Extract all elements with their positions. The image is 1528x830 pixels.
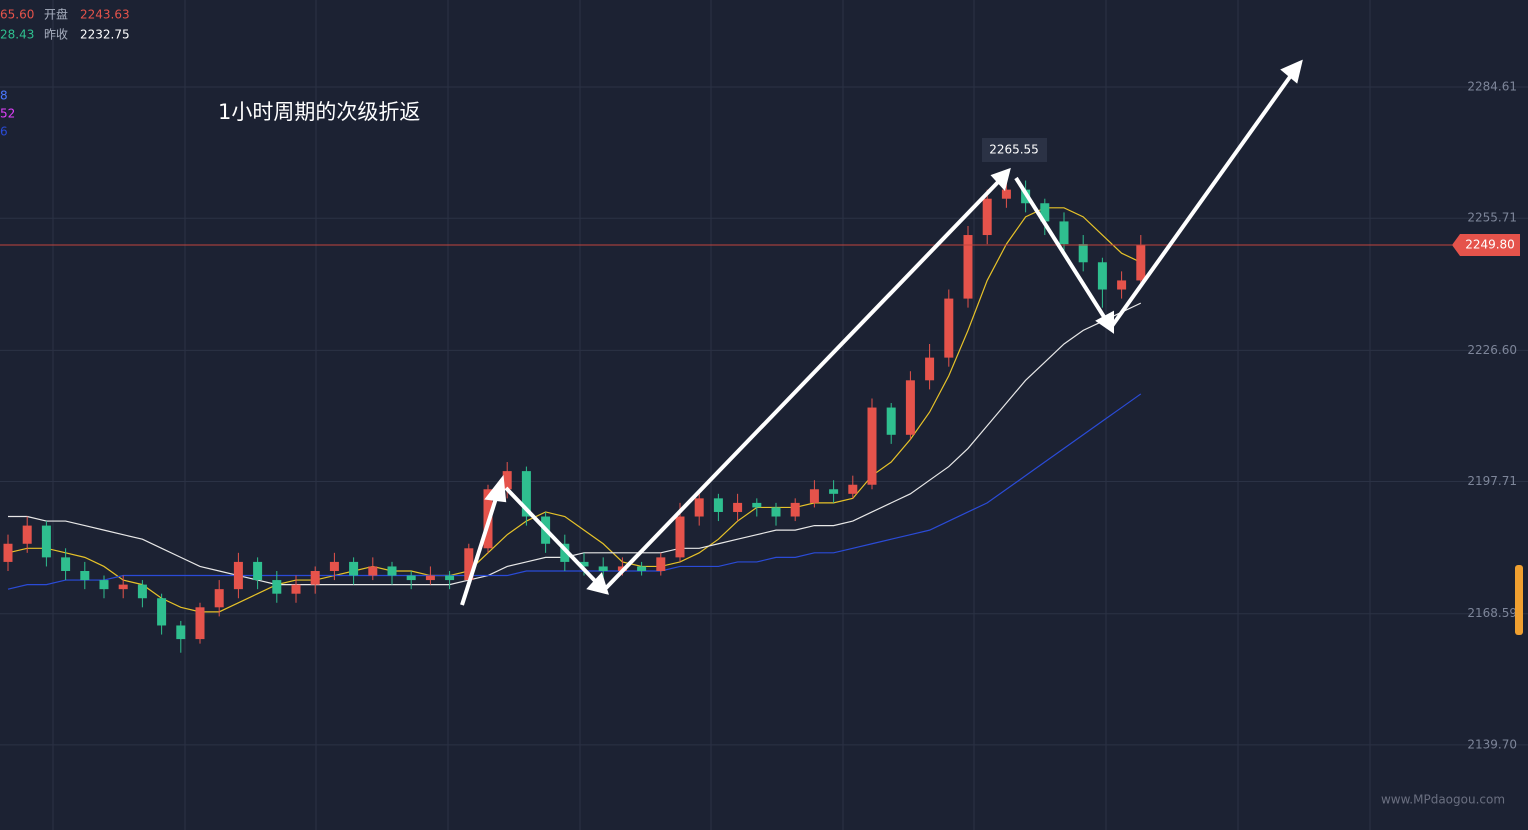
candle-body [829, 489, 839, 494]
arrow-head [586, 572, 609, 595]
header-value: 65.60 [0, 8, 34, 22]
arrow [460, 491, 500, 606]
arrow [504, 486, 600, 586]
candle-body [1136, 245, 1146, 281]
plot: 2284.61 2255.71 2226.60 2197.71 2168.59 2139.… [0, 79, 1528, 751]
scrollbar[interactable] [1515, 565, 1523, 635]
ma-line [8, 302, 1142, 586]
candle-body [713, 498, 723, 512]
candle-body [3, 543, 13, 562]
y-tick-label: 2226.60 [1467, 343, 1517, 357]
header-value: 2243.63 [80, 8, 130, 22]
y-tick-label: 2197.71 [1467, 474, 1517, 488]
candle-body [253, 561, 263, 581]
candle-body [637, 566, 647, 571]
candle-body [214, 589, 224, 608]
candle-body [22, 525, 32, 544]
candle-body [675, 516, 685, 558]
candle-body [464, 548, 474, 581]
arrow-head [484, 474, 507, 503]
peak-box [982, 138, 1047, 162]
candle-body [310, 570, 320, 585]
candle-body [521, 471, 531, 517]
candle-body [1117, 280, 1127, 290]
annotation: 1小时周期的次级折返 [218, 100, 420, 124]
ma-line [7, 393, 1142, 590]
candle-body [445, 575, 455, 581]
candle-body [233, 561, 243, 590]
legend: 65.60 开盘 2243.63 28.43 昨收 2232.75 8 52 6 [0, 7, 130, 139]
header-value: 2232.75 [80, 28, 130, 42]
candle-body [61, 557, 71, 571]
candle-body [387, 566, 397, 576]
candle-body [867, 407, 877, 485]
candle-body [1040, 203, 1050, 222]
arrow-head [990, 167, 1011, 192]
candle-body [1001, 189, 1011, 199]
last-price-label: 2249.80 [1465, 238, 1515, 252]
candle-body [790, 502, 800, 517]
ma-value: 52 [0, 107, 15, 121]
candle-body [733, 502, 743, 512]
header-label: 昨收 [44, 28, 68, 42]
candle-body [425, 575, 435, 581]
candle-body [502, 471, 512, 490]
candle-body [771, 507, 781, 517]
candle-body [598, 566, 608, 571]
candle-body [694, 498, 704, 517]
candle-body [848, 484, 858, 494]
candle-body [41, 525, 51, 558]
candle-body [137, 584, 147, 599]
candle-body [656, 557, 666, 571]
candle-body [329, 561, 339, 571]
candle-body [176, 625, 186, 640]
y-tick-label: 2255.71 [1467, 211, 1517, 225]
peak-label: 2265.55 [989, 143, 1039, 157]
header-value: 28.43 [0, 28, 34, 42]
candle-body [99, 580, 109, 590]
arrow [1014, 176, 1108, 322]
candle-body [80, 570, 90, 581]
candle-body [752, 502, 762, 508]
candle-body [349, 561, 359, 576]
candle-body [809, 489, 819, 503]
candle-body [406, 575, 416, 581]
vertical-grid [52, 0, 1371, 830]
y-tick-label: 2168.59 [1467, 606, 1517, 620]
candle-body [118, 584, 128, 590]
header-label: 开盘 [44, 7, 68, 22]
candle-body [1078, 244, 1088, 263]
arrow-head [1280, 59, 1303, 84]
candle-body [1097, 262, 1107, 290]
arrow-head [1095, 310, 1114, 334]
last-price-tag [1452, 234, 1520, 257]
ma-value: 6 [0, 125, 8, 139]
candle-body [272, 580, 282, 594]
candle-body [905, 380, 915, 435]
candle-body [925, 357, 935, 381]
watermark: www.MPdaogou.com [1381, 793, 1505, 807]
arrows [460, 59, 1303, 606]
candle-body [944, 298, 954, 358]
candle-body [560, 543, 570, 562]
candle-body [157, 598, 167, 626]
candle-body [368, 566, 378, 576]
candle-body [886, 407, 896, 435]
arrow [1110, 72, 1294, 328]
candle-body [982, 198, 992, 236]
y-tick-label: 2284.61 [1467, 79, 1517, 93]
arrow [604, 178, 1002, 590]
ma-value: 8 [0, 89, 8, 103]
y-tick-label: 2139.70 [1467, 737, 1517, 751]
candle-body [579, 561, 589, 567]
candle-body [963, 235, 973, 299]
candle-body [291, 584, 301, 594]
candle-body [1059, 221, 1069, 245]
candle-body [195, 607, 205, 640]
